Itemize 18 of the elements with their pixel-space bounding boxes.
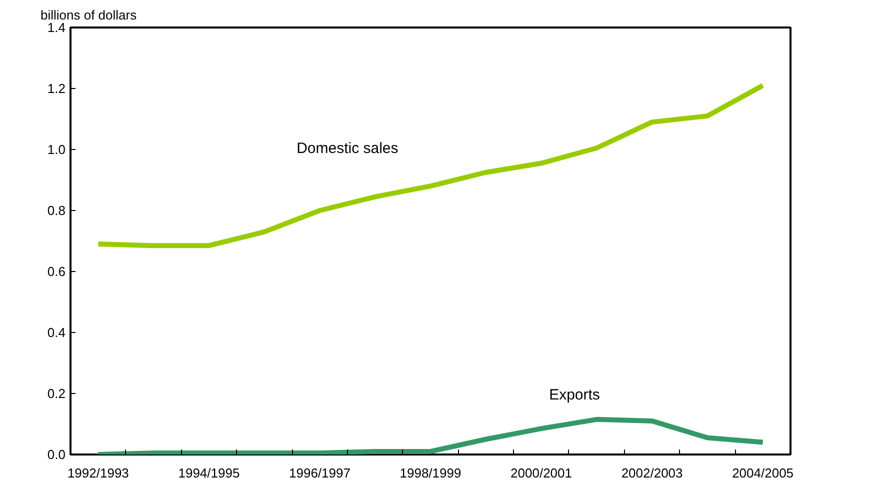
x-tick-label: 1996/1997 — [289, 466, 350, 480]
y-tick-label: 1.4 — [47, 20, 66, 35]
y-tick-label: 0.2 — [47, 386, 66, 401]
x-tick-label: 1994/1995 — [178, 466, 240, 480]
text: Domestic sales — [296, 140, 398, 158]
x-tick-label: 2004/2005 — [732, 466, 794, 480]
x-tick-label: 2002/2003 — [621, 466, 683, 480]
y-tick-label: 0.0 — [47, 447, 66, 462]
y-axis-title: billions of dollars — [40, 8, 138, 22]
x-tick-label: 2000/2001 — [510, 466, 572, 480]
series-label: Exports — [549, 386, 600, 404]
y-tick-label: 0.4 — [47, 325, 66, 340]
x-tick-label: 1998/1999 — [400, 466, 462, 480]
y-tick-label: 0.8 — [47, 203, 66, 218]
y-tick-label: 0.6 — [47, 264, 66, 279]
y-tick-label: 1.2 — [47, 81, 66, 96]
x-tick-label: 1992/1993 — [67, 466, 129, 480]
y-tick-label: 1.0 — [47, 142, 66, 157]
